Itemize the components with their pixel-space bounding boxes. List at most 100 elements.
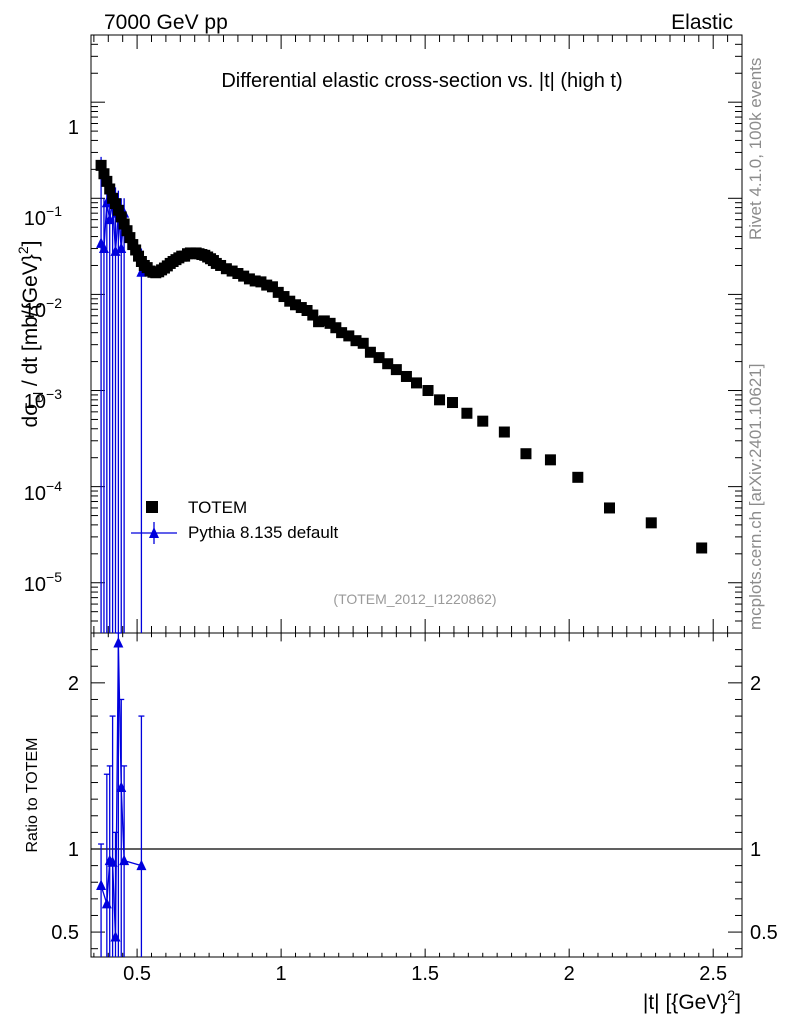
ratio-point: [101, 897, 112, 909]
totem-point: [544, 454, 556, 466]
totem-point: [645, 517, 657, 529]
totem-point: [215, 259, 227, 271]
totem-point: [307, 309, 319, 321]
ratio-y-tick-label: 1: [68, 839, 79, 861]
totem-point: [382, 358, 394, 370]
totem-point: [278, 291, 290, 303]
pythia-point: [110, 245, 121, 256]
legend: TOTEM Pythia 8.135 default: [131, 498, 339, 544]
process-label: Elastic: [671, 11, 733, 34]
totem-point: [434, 394, 446, 406]
totem-point: [115, 211, 127, 223]
x-tick-label: 2: [564, 963, 575, 985]
totem-point: [238, 270, 250, 282]
totem-point: [330, 322, 342, 334]
ratio-y-tick-label-right: 2: [750, 673, 761, 695]
totem-point: [400, 370, 412, 382]
y-tick-label-1e-2: 10−2: [24, 295, 62, 322]
ratio-point: [116, 781, 127, 793]
totem-point: [364, 346, 376, 358]
totem-point: [422, 385, 434, 397]
ratio-y-tick-labels: 0.5 1 2: [51, 673, 79, 944]
x-tick-label: 1: [276, 963, 287, 985]
ratio-panel-frame: [90, 632, 743, 958]
energy-label: 7000 GeV pp: [104, 11, 228, 34]
totem-point: [130, 244, 142, 256]
ratio-point: [110, 931, 121, 942]
totem-point: [266, 281, 278, 293]
ratio-point: [136, 859, 147, 871]
totem-point: [461, 407, 473, 419]
x-tick-label: 2.5: [699, 963, 727, 985]
y-tick-label-1e-3: 10−3: [24, 386, 62, 413]
totem-point: [118, 218, 130, 230]
totem-point: [121, 225, 133, 237]
totem-point: [520, 448, 532, 460]
totem-point: [232, 268, 244, 280]
totem-point: [95, 159, 107, 171]
pythia-point: [104, 213, 115, 225]
totem-point: [572, 471, 584, 483]
totem-point: [101, 175, 113, 187]
totem-point: [284, 295, 296, 307]
ratio-axis-ticks: [91, 632, 743, 957]
rivet-label: Rivet 4.1.0, 100k events: [746, 58, 765, 240]
totem-point: [295, 302, 307, 314]
y-tick-label-1e-4: 10−4: [24, 478, 62, 505]
totem-point: [313, 316, 325, 328]
pythia-point: [98, 242, 109, 254]
analysis-id: (TOTEM_2012_I1220862): [333, 591, 496, 607]
y-tick-label-1e-1: 10−1: [24, 203, 62, 230]
totem-point: [324, 317, 336, 329]
totem-point: [124, 232, 136, 244]
legend-marker-totem: [146, 501, 158, 513]
totem-series: [95, 159, 708, 554]
ratio-point: [113, 636, 124, 648]
totem-point: [109, 198, 121, 210]
totem-point: [104, 183, 116, 195]
totem-point: [343, 330, 355, 342]
y-tick-label-1e-5: 10−5: [24, 569, 62, 596]
totem-point: [226, 265, 238, 277]
ratio-y-tick-label: 0.5: [51, 922, 79, 944]
totem-point: [357, 337, 369, 349]
totem-point: [318, 315, 330, 327]
legend-marker-pythia: [149, 527, 159, 538]
ratio-y-axis-title: Ratio to TOTEM: [24, 738, 41, 853]
totem-point: [390, 364, 402, 376]
ratio-y-tick-label-right: 1: [750, 839, 761, 861]
ratio-point: [107, 856, 118, 867]
totem-point: [477, 415, 489, 427]
totem-point: [447, 397, 459, 409]
totem-point: [290, 299, 302, 311]
totem-point: [261, 279, 273, 291]
totem-point: [272, 286, 284, 298]
pythia-point: [116, 242, 127, 254]
ratio-y-tick-labels-right: 0.5 1 2: [750, 673, 778, 944]
totem-point: [243, 273, 255, 285]
x-tick-label: 0.5: [123, 963, 151, 985]
totem-point: [336, 327, 348, 339]
mcplots-label: mcplots.cern.ch [arXiv:2401.10621]: [746, 364, 765, 630]
totem-point: [255, 276, 267, 288]
legend-label-totem: TOTEM: [188, 498, 247, 517]
ratio-point: [119, 854, 130, 866]
totem-point: [249, 275, 261, 287]
x-tick-label: 1.5: [411, 963, 439, 985]
ratio-point: [96, 879, 107, 891]
totem-point: [603, 502, 615, 514]
x-axis-title: |t| [{GeV}2]: [643, 987, 741, 1014]
chart-title: Differential elastic cross-section vs. |…: [221, 70, 622, 92]
totem-point: [98, 168, 110, 180]
totem-point: [696, 542, 708, 554]
totem-point: [411, 377, 422, 389]
totem-point: [112, 204, 124, 216]
pythia-point: [136, 266, 147, 277]
ratio-y-tick-label: 2: [68, 673, 79, 695]
totem-point: [373, 352, 385, 364]
main-y-tick-labels: 1 10−1 10−2 10−3 10−4 10−5: [24, 117, 79, 596]
totem-point: [301, 305, 313, 317]
legend-label-pythia: Pythia 8.135 default: [188, 523, 339, 542]
